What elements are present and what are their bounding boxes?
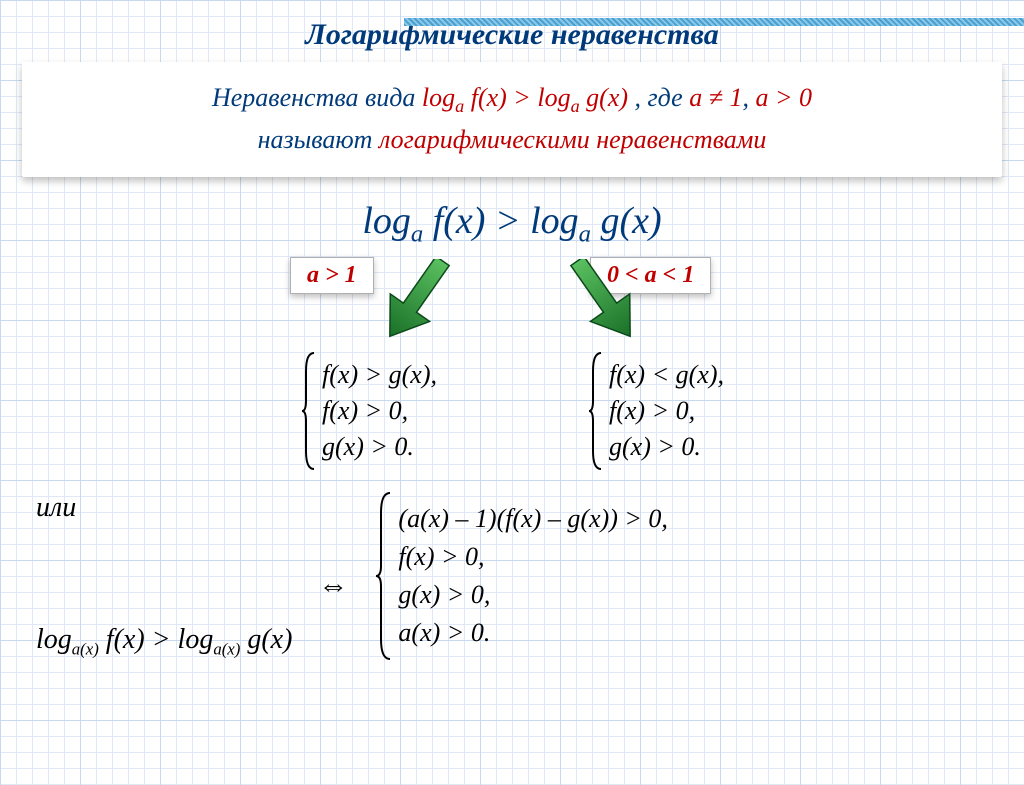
def-line2a: называют: [258, 125, 373, 154]
case-right: f(x) < g(x), f(x) > 0, g(x) > 0.: [587, 351, 724, 471]
big-case: (a(x) – 1)(f(x) – g(x)) > 0, f(x) > 0, g…: [374, 491, 667, 661]
def-text-1: Неравенства вида: [212, 83, 415, 112]
bottom-log-expression: loga(x) f(x) > loga(x) g(x): [36, 624, 292, 660]
case-left-line2: f(x) > 0,: [322, 396, 437, 426]
big-case-line3: g(x) > 0,: [398, 580, 667, 610]
branch-container: a > 1 0 < a < 1: [0, 257, 1024, 347]
case-left: f(x) > g(x), f(x) > 0, g(x) > 0.: [300, 351, 437, 471]
arrow-right-icon: [530, 259, 650, 354]
definition-box: Неравенства вида loga f(x) > loga g(x) ,…: [22, 62, 1002, 177]
case-right-line1: f(x) < g(x),: [609, 360, 724, 390]
big-case-line1: (a(x) – 1)(f(x) – g(x)) > 0,: [398, 504, 667, 534]
decorative-top-border: [404, 18, 1024, 26]
def-text-2: , где: [635, 83, 690, 112]
case-right-line2: f(x) > 0,: [609, 396, 724, 426]
def-formula: loga f(x) > loga g(x): [422, 83, 635, 112]
case-right-line3: g(x) > 0.: [609, 432, 724, 462]
case-left-line3: g(x) > 0.: [322, 432, 437, 462]
cases-row: f(x) > g(x), f(x) > 0, g(x) > 0. f(x) < …: [0, 351, 1024, 471]
def-line2b: логарифмическими неравенствами: [372, 125, 766, 154]
or-label: или: [36, 492, 292, 524]
brace-icon: [374, 491, 394, 661]
arrow-left-icon: [370, 259, 490, 354]
def-cond2: a > 0: [755, 83, 812, 112]
iff-symbol: ⇔: [318, 569, 348, 603]
bottom-row: или loga(x) f(x) > loga(x) g(x) ⇔ (a(x) …: [0, 491, 1024, 661]
brace-icon: [587, 351, 605, 471]
brace-icon: [300, 351, 318, 471]
big-case-line2: f(x) > 0,: [398, 542, 667, 572]
badge-a-greater-1: a > 1: [290, 257, 374, 294]
main-inequality: loga f(x) > loga g(x): [0, 199, 1024, 249]
big-case-line4: a(x) > 0.: [398, 618, 667, 648]
case-left-line1: f(x) > g(x),: [322, 360, 437, 390]
def-cond1: a ≠ 1: [689, 83, 742, 112]
